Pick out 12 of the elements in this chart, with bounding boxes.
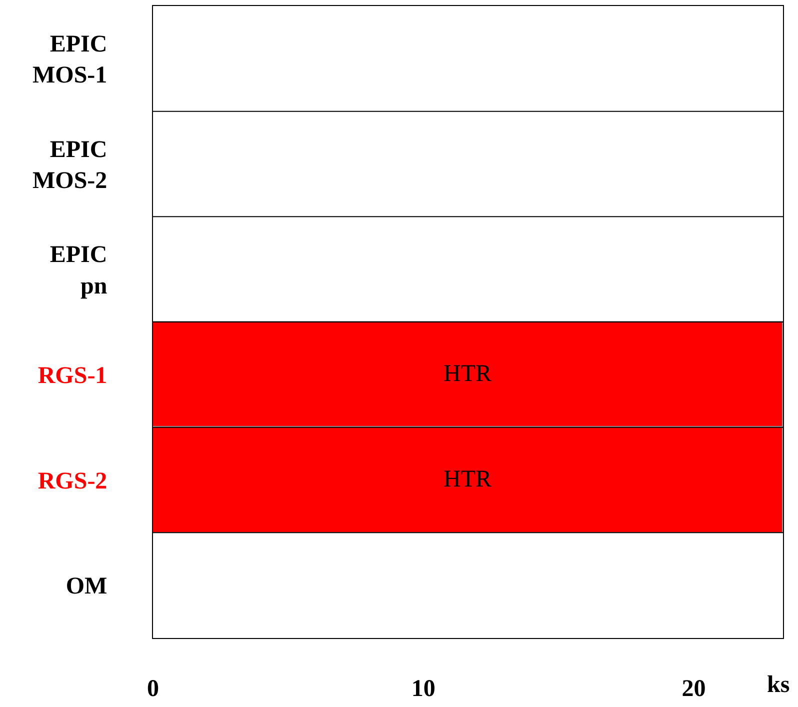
y-tick-label: RGS-2	[38, 468, 108, 494]
x-tick-label: 10	[411, 676, 436, 702]
x-tick-label: 20	[682, 676, 706, 702]
y-tick-label: EPIC MOS-2	[32, 136, 108, 194]
data-label: HTR	[444, 466, 492, 492]
y-tick-label: OM	[66, 574, 108, 600]
data-label: HTR	[444, 361, 492, 387]
y-tick-label: EPIC MOS-1	[32, 31, 108, 89]
y-tick-label: RGS-1	[38, 363, 108, 390]
x-tick-label: 0	[147, 676, 159, 702]
x-axis-title: ks	[767, 672, 790, 698]
y-tick-label: EPIC pn	[50, 242, 108, 300]
